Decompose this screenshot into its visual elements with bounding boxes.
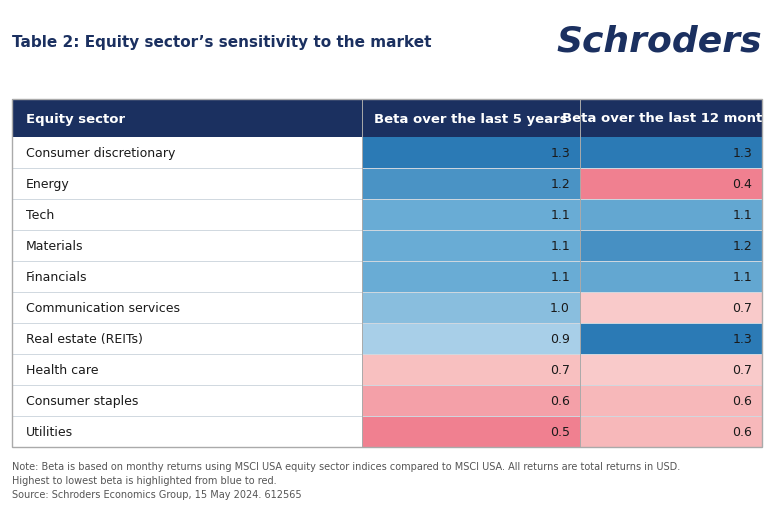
Text: 0.7: 0.7 [732,363,752,376]
Bar [12,168,362,200]
Bar [362,293,580,323]
Text: 1.1: 1.1 [732,270,752,284]
Bar [12,100,762,447]
Bar [580,323,762,354]
Text: Materials: Materials [26,240,83,252]
Text: Health care: Health care [26,363,99,376]
Bar [12,231,362,262]
Text: Note: Beta is based on monthy returns using MSCI USA equity sector indices compa: Note: Beta is based on monthy returns us… [12,461,680,471]
Bar [12,416,362,447]
Text: 1.1: 1.1 [551,270,570,284]
Text: 1.3: 1.3 [732,147,752,160]
Text: Real estate (REITs): Real estate (REITs) [26,332,143,345]
Text: 1.3: 1.3 [551,147,570,160]
Bar [362,168,580,200]
Bar [12,138,362,168]
Text: Highest to lowest beta is highlighted from blue to red.: Highest to lowest beta is highlighted fr… [12,475,276,485]
Text: Source: Schroders Economics Group, 15 May 2024. 612565: Source: Schroders Economics Group, 15 Ma… [12,489,302,499]
Text: Beta over the last 12 months: Beta over the last 12 months [562,112,770,125]
Text: 1.3: 1.3 [732,332,752,345]
Text: 1.2: 1.2 [732,240,752,252]
Bar [580,168,762,200]
Bar [12,354,362,385]
Bar [362,354,580,385]
Bar [362,385,580,416]
Bar [580,385,762,416]
Text: 0.5: 0.5 [550,425,570,438]
Bar [580,200,762,231]
Bar [362,416,580,447]
Bar [12,323,362,354]
Text: Financials: Financials [26,270,88,284]
Text: 0.4: 0.4 [732,178,752,191]
Bar [12,200,362,231]
Bar [12,293,362,323]
Text: Communication services: Communication services [26,301,180,315]
Bar [12,262,362,293]
Text: 1.1: 1.1 [551,240,570,252]
Bar [362,262,580,293]
Bar [362,138,580,168]
Text: Energy: Energy [26,178,70,191]
Bar [12,385,362,416]
Text: 1.1: 1.1 [551,209,570,221]
Text: Equity sector: Equity sector [26,112,125,125]
Bar [580,354,762,385]
Text: Consumer staples: Consumer staples [26,394,139,407]
Text: 1.0: 1.0 [550,301,570,315]
Text: Beta over the last 5 years: Beta over the last 5 years [374,112,567,125]
Text: Table 2: Equity sector’s sensitivity to the market: Table 2: Equity sector’s sensitivity to … [12,35,431,49]
Text: 0.6: 0.6 [550,394,570,407]
Text: 0.7: 0.7 [732,301,752,315]
Text: 1.1: 1.1 [732,209,752,221]
Text: 0.6: 0.6 [732,394,752,407]
Bar [580,293,762,323]
Text: Utilities: Utilities [26,425,73,438]
Bar [12,100,762,138]
Bar [580,138,762,168]
Bar [580,262,762,293]
Bar [580,231,762,262]
Bar [362,200,580,231]
Bar [362,323,580,354]
Text: 1.2: 1.2 [551,178,570,191]
Text: Consumer discretionary: Consumer discretionary [26,147,176,160]
Text: 0.9: 0.9 [550,332,570,345]
Bar [580,416,762,447]
Text: 0.7: 0.7 [550,363,570,376]
Text: Tech: Tech [26,209,54,221]
Bar [362,231,580,262]
Text: Schroders: Schroders [557,25,762,59]
Text: 0.6: 0.6 [732,425,752,438]
